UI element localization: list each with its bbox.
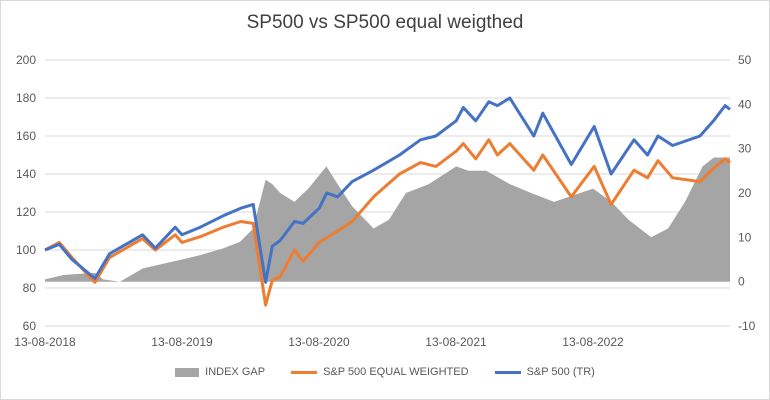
y-left-tick-label: 100 [16, 243, 36, 257]
legend-swatch-sp500-tr [494, 370, 521, 374]
legend-swatch-sp500-equal-weighted [291, 370, 318, 374]
y-left-tick-label: 120 [16, 205, 36, 219]
y-right-tick-label: -10 [738, 319, 756, 333]
y-right-tick-label: 50 [738, 53, 752, 67]
y-left-tick-label: 80 [23, 281, 37, 295]
x-tick-label: 13-08-2018 [14, 335, 76, 349]
legend: INDEX GAP S&P 500 EQUAL WEIGHTED S&P 500… [0, 366, 770, 378]
axis-tick-labels: 200180160140120100806050403020100-1013-0… [14, 53, 755, 349]
series-area-index-gap [45, 157, 730, 282]
y-right-tick-label: 20 [738, 186, 752, 200]
series-line-sp500-tr [44, 96, 731, 284]
series-line-sp500-equal-weighted [44, 138, 731, 307]
y-right-tick-label: 10 [738, 230, 752, 244]
x-tick-label: 13-08-2019 [151, 335, 213, 349]
area-series-layer [45, 157, 730, 282]
x-tick-label: 13-08-2022 [562, 335, 624, 349]
legend-item-sp500-tr: S&P 500 (TR) [494, 366, 595, 378]
legend-swatch-index-gap [175, 367, 200, 377]
y-right-tick-label: 40 [738, 97, 752, 111]
y-left-tick-label: 160 [16, 129, 36, 143]
legend-label-sp500-equal-weighted: S&P 500 EQUAL WEIGHTED [323, 366, 469, 378]
x-tick-label: 13-08-2021 [425, 335, 487, 349]
chart-title: SP500 vs SP500 equal weigthed [246, 12, 524, 33]
line-series-layer [44, 96, 731, 307]
y-right-tick-label: 0 [738, 275, 745, 289]
legend-item-index-gap: INDEX GAP [175, 366, 265, 378]
legend-label-index-gap: INDEX GAP [205, 366, 266, 378]
y-left-tick-label: 200 [16, 53, 36, 67]
y-right-tick-label: 30 [738, 142, 752, 156]
y-left-tick-label: 140 [16, 167, 36, 181]
grid-lines [45, 59, 730, 327]
legend-label-sp500-tr: S&P 500 (TR) [526, 366, 595, 378]
x-tick-label: 13-08-2020 [288, 335, 350, 349]
y-left-tick-label: 60 [23, 319, 37, 333]
legend-item-sp500-equal-weighted: S&P 500 EQUAL WEIGHTED [291, 366, 469, 378]
y-left-tick-label: 180 [16, 91, 36, 105]
